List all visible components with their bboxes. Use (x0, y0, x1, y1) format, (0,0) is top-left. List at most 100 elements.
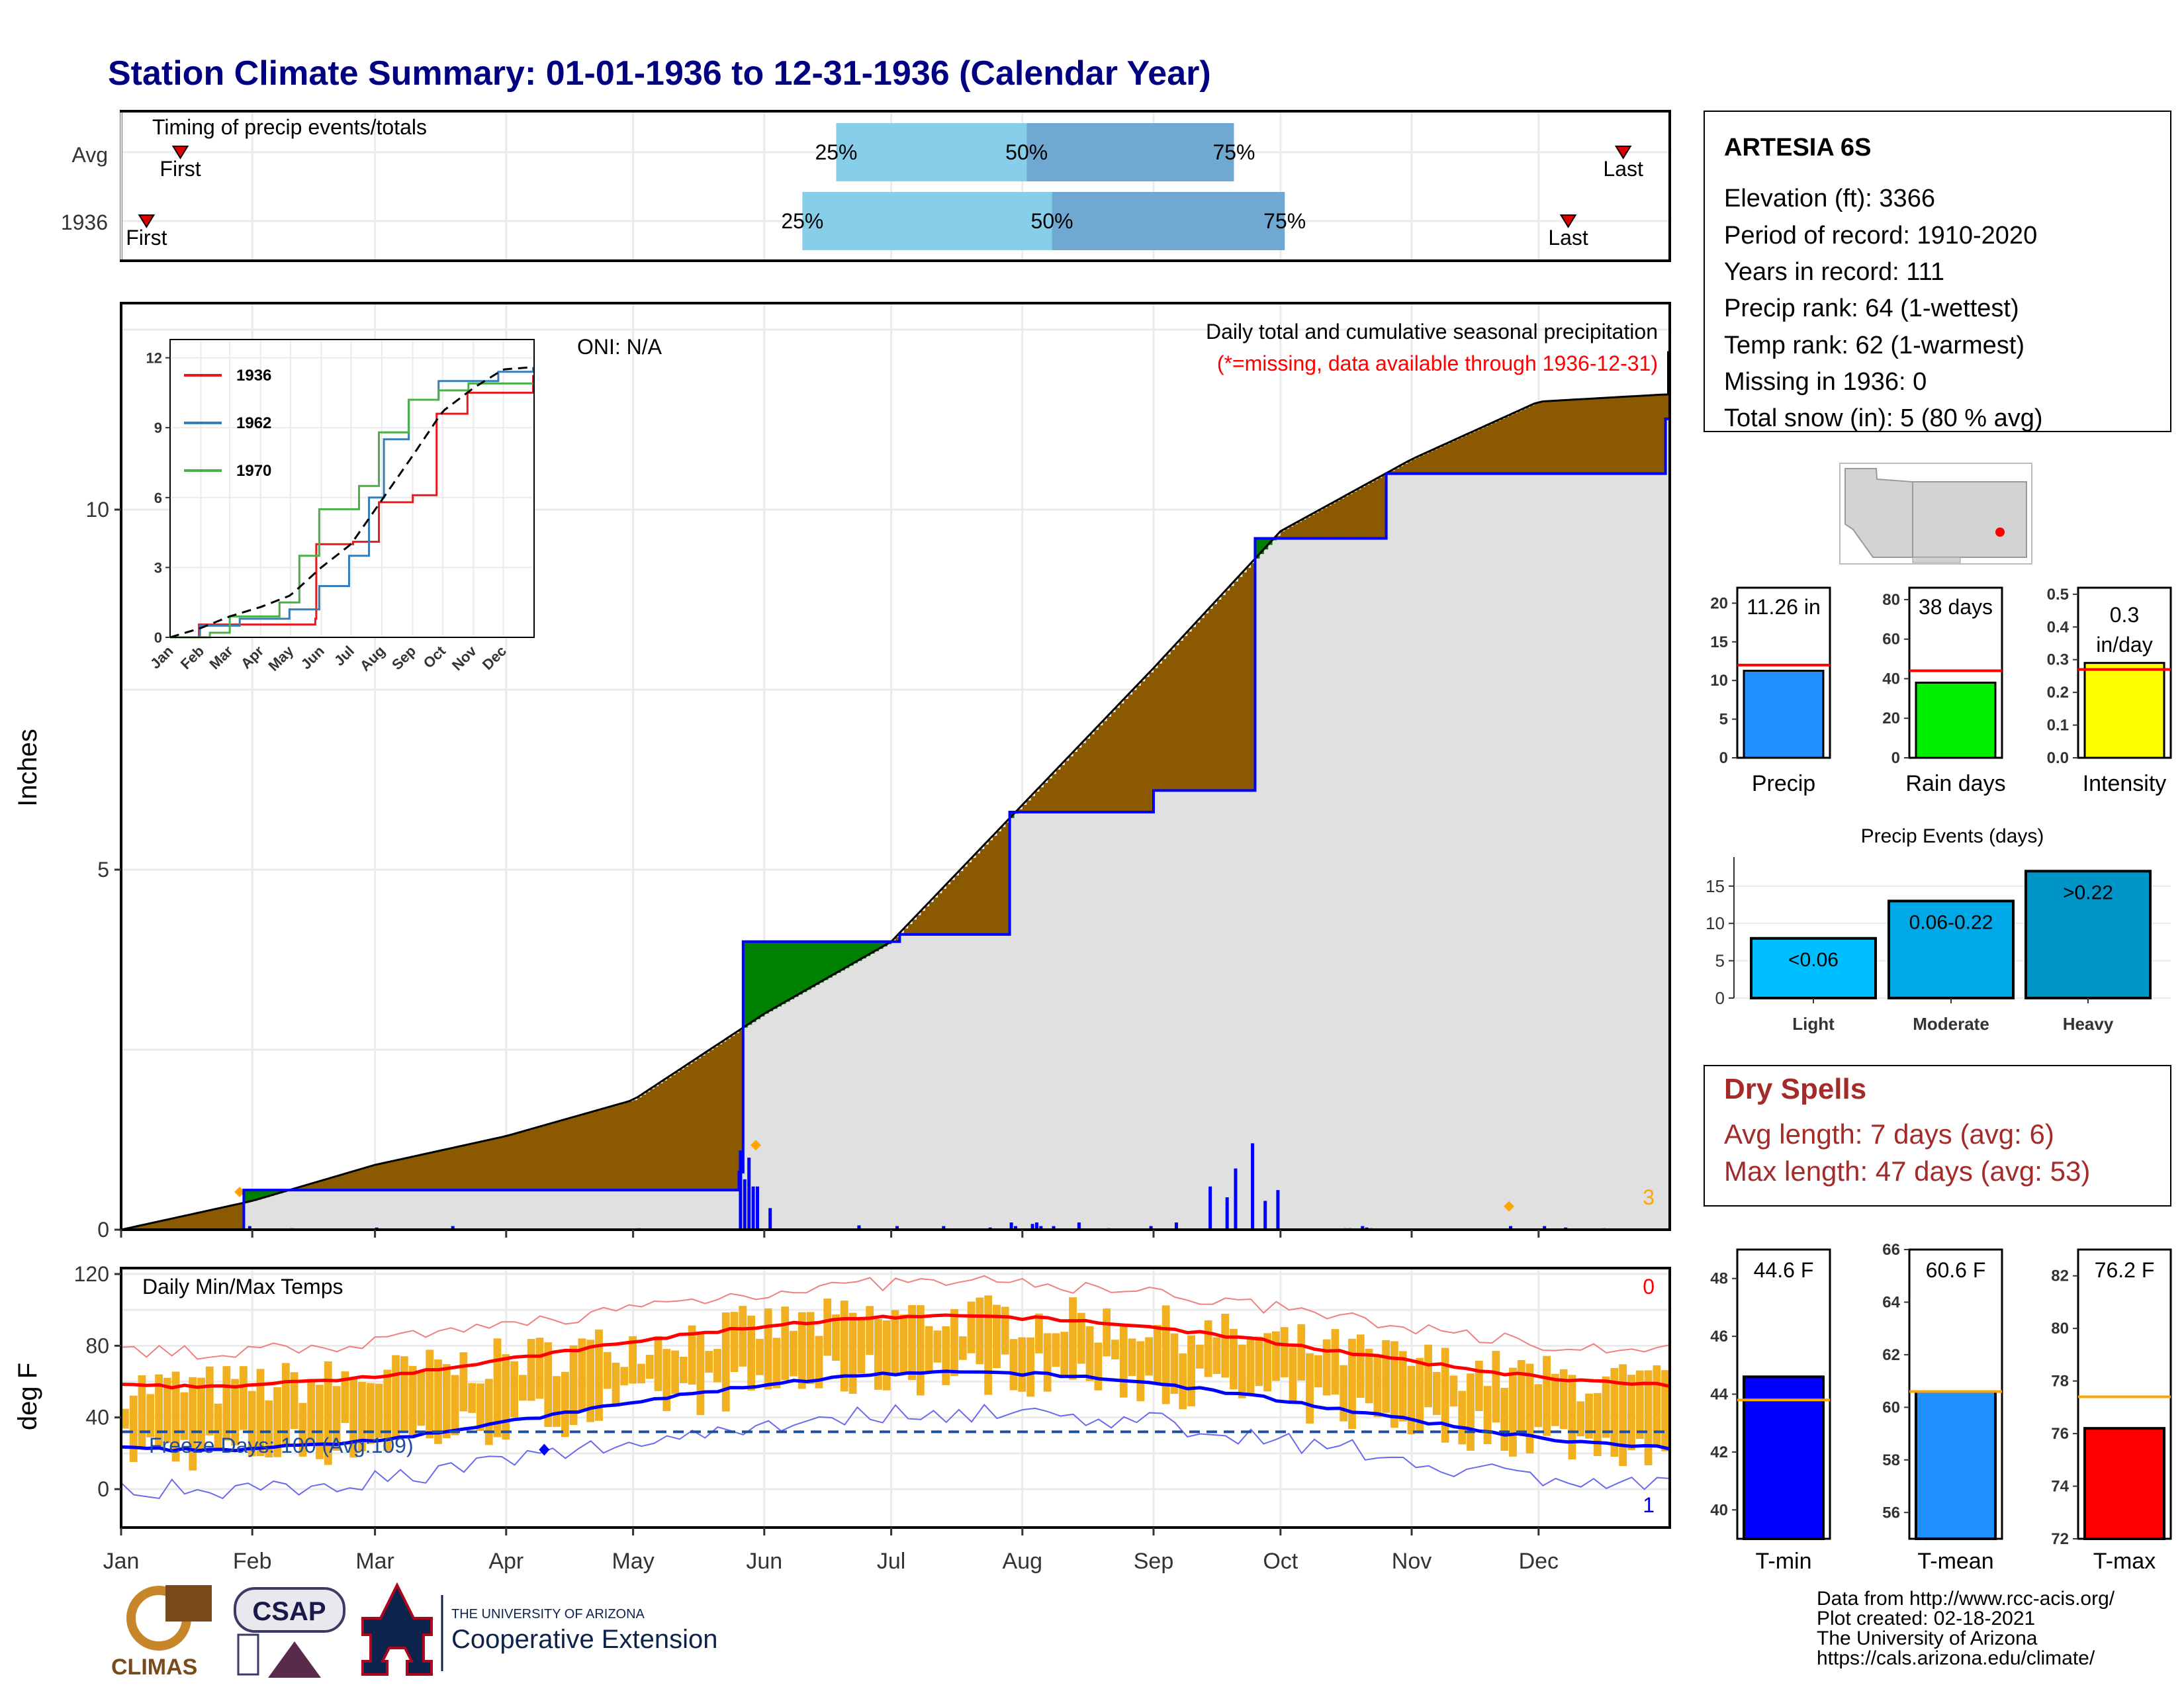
timing-q25-q50-bar (802, 192, 1052, 250)
timing-first-label: First (126, 226, 167, 250)
precip-deficit-fill (1500, 418, 1506, 474)
precip-deficit-fill (531, 1128, 537, 1191)
temp-daily-range-bar (332, 1386, 341, 1451)
temp-summary-y-tick-label: 66 (1882, 1241, 1900, 1259)
precip-deficit-fill (1644, 395, 1649, 474)
precip-deficit-fill (1115, 708, 1120, 812)
precip-deficit-fill (371, 1165, 376, 1191)
temp-daily-range-bar (967, 1301, 976, 1353)
temp-daily-range-bar (535, 1338, 544, 1399)
precip-y-tick-label: 10 (85, 498, 109, 522)
precip-deficit-fill (675, 1072, 680, 1191)
precip-surplus-fill (751, 941, 756, 1023)
precip-deficit-fill (1111, 712, 1116, 812)
precip-deficit-fill (1238, 576, 1243, 791)
precip-deficit-fill (972, 858, 977, 935)
precip-deficit-fill (1623, 396, 1628, 474)
temp-freeze-marker (539, 1443, 550, 1456)
precip-surplus-fill (827, 941, 833, 978)
temp-daily-range-bar (1052, 1333, 1060, 1367)
precip-deficit-fill (933, 897, 938, 935)
precip-deficit-fill (1407, 461, 1412, 474)
inset-legend-label-1936: 1936 (236, 367, 271, 385)
precip-deficit-fill (950, 880, 956, 935)
precip-daily-bar (895, 1226, 899, 1230)
precip-surplus-fill (760, 941, 765, 1017)
precip-daily-bar (1174, 1222, 1178, 1230)
precip-deficit-fill (1449, 441, 1455, 474)
precip-observed-line (121, 417, 1670, 1231)
temp-daily-range-bar (950, 1308, 958, 1377)
precip-deficit-fill (159, 1221, 164, 1230)
precip-deficit-fill (629, 1101, 634, 1191)
station-period: Period of record: 1910-2020 (1724, 222, 2037, 250)
precip-deficit-fill (341, 1175, 346, 1191)
temp-daily-range-bar (468, 1383, 477, 1413)
summary-y-tick-label: 40 (1882, 670, 1900, 688)
precip-deficit-fill (1225, 590, 1230, 791)
precip-deficit-fill (1005, 822, 1011, 935)
precip-daily-bar (1543, 1226, 1547, 1230)
precip-snow-marker (234, 1187, 246, 1198)
station-info-border (1704, 111, 2171, 432)
summary-y-tick-label: 0.0 (2047, 749, 2069, 767)
temp-daily-range-bar (273, 1387, 281, 1457)
precip-deficit-fill (480, 1141, 486, 1191)
precip-deficit-fill (477, 1142, 482, 1191)
precip-deficit-fill (608, 1107, 613, 1191)
temp-daily-range-bar (832, 1314, 840, 1361)
precip-deficit-fill (1445, 443, 1451, 474)
precip-surplus-fill (776, 941, 782, 1007)
precip-deficit-fill (1576, 399, 1582, 474)
timing-label: Timing of precip events/totals (152, 115, 427, 139)
precip-deficit-fill (620, 1103, 625, 1191)
precip-deficit-fill (210, 1210, 215, 1230)
temp-daily-range-bar (764, 1308, 772, 1390)
events-bar-text: <0.06 (1788, 949, 1839, 971)
precip-deficit-fill (235, 1205, 240, 1230)
precip-daily-bar (743, 1179, 747, 1230)
precip-surplus-fill (878, 941, 884, 949)
precip-deficit-fill (413, 1156, 418, 1191)
precip-deficit-fill (1251, 563, 1256, 791)
precip-deficit-fill (332, 1177, 338, 1191)
temp-daily-range-bar (375, 1383, 383, 1438)
precip-deficit-fill (523, 1131, 528, 1191)
summary-y-tick-label: 0 (1719, 749, 1728, 767)
temp-summary-y-tick-label: 72 (2051, 1530, 2069, 1548)
footer: Data from http://www.rcc-acis.org/ Plot … (111, 1582, 2115, 1680)
temp-daily-range-bar (747, 1315, 756, 1391)
temp-daily-range-bar (797, 1312, 806, 1389)
precip-surplus-fill (1255, 538, 1260, 559)
precip-deficit-fill (150, 1223, 156, 1230)
month-label-apr: Apr (488, 1549, 523, 1574)
temp-daily-range-bar (772, 1338, 781, 1389)
temp-y-axis-label: deg F (13, 1363, 42, 1430)
precip-daily-bar (768, 1208, 772, 1230)
precip-deficit-fill (1103, 721, 1108, 812)
temp-daily-range-bar (806, 1312, 815, 1385)
temp-daily-range-bar (730, 1312, 739, 1373)
temp-daily-range-bar (1204, 1320, 1212, 1377)
precip-y-tick-label: 5 (97, 858, 109, 882)
temp-daily-range-bar (1517, 1359, 1525, 1431)
precip-deficit-fill (895, 937, 900, 942)
precip-surplus-fill (1263, 538, 1269, 550)
temp-daily-range-bar (1543, 1355, 1551, 1436)
precip-deficit-fill (218, 1208, 224, 1230)
temp-daily-range-bar (171, 1371, 180, 1462)
precip-surplus-fill (870, 941, 875, 954)
temp-daily-range-bar (578, 1338, 586, 1412)
temp-count-top: 0 (1643, 1275, 1655, 1299)
precip-deficit-fill (324, 1179, 329, 1191)
temp-summary-y-tick-label: 48 (1710, 1270, 1728, 1288)
precip-deficit-fill (645, 1091, 651, 1191)
temp-daily-range-bar (1085, 1326, 1094, 1381)
locator-map (1839, 463, 2032, 565)
precip-deficit-fill (548, 1124, 553, 1191)
ua-logo-a-mark (361, 1582, 433, 1676)
temp-daily-range-bar (1280, 1327, 1289, 1378)
precip-deficit-fill (1107, 716, 1112, 812)
temp-daily-range-bar (307, 1379, 316, 1445)
precip-deficit-fill (408, 1157, 414, 1191)
